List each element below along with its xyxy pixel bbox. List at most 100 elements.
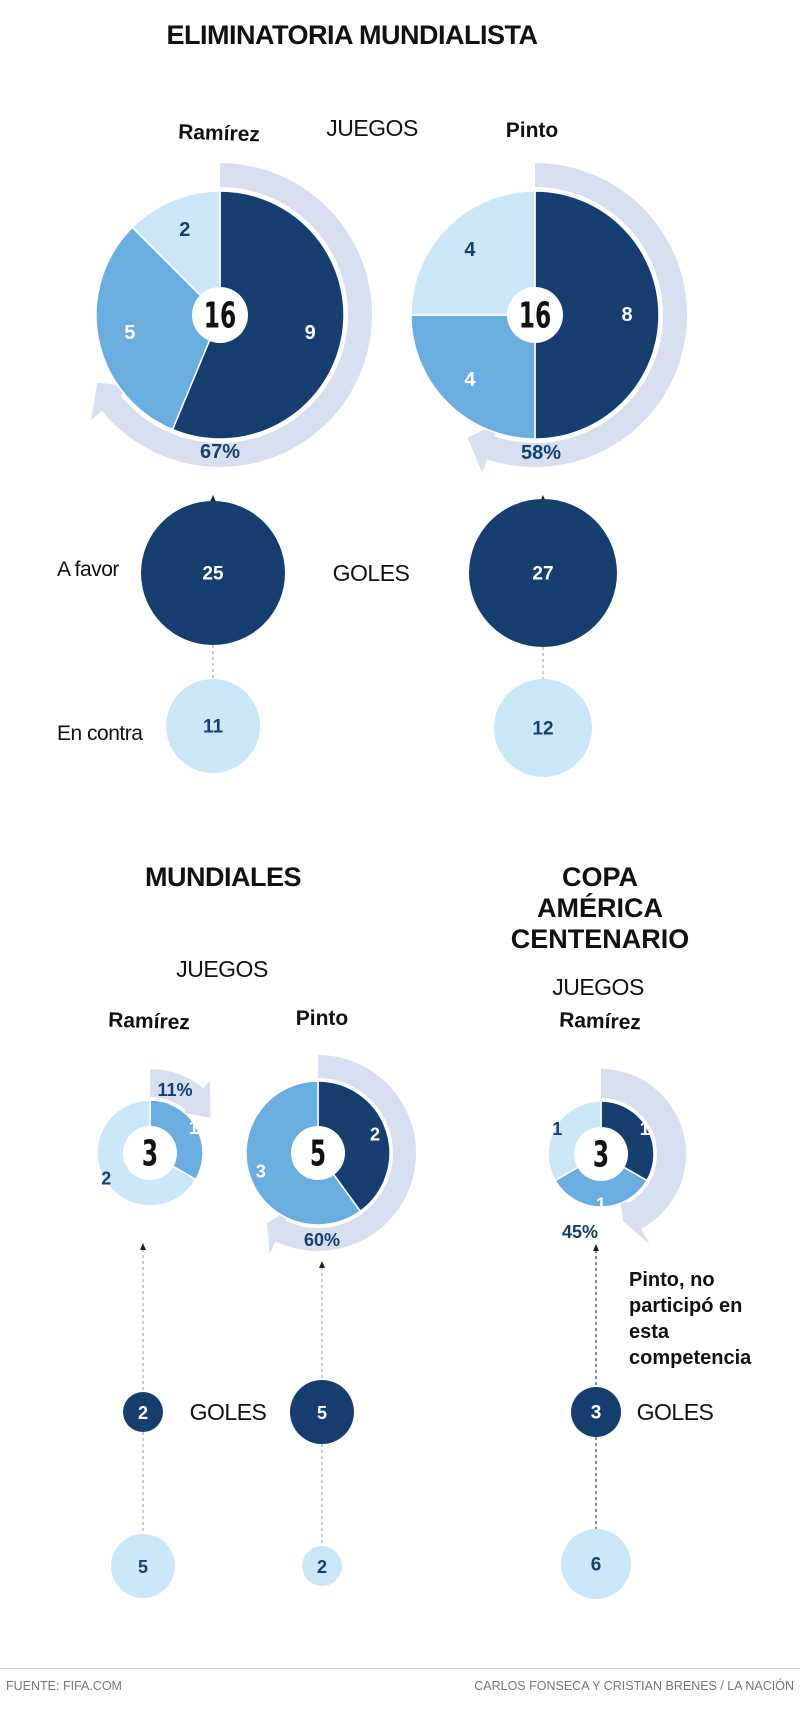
coach-name-pinto-mundiales: Pinto (295, 1007, 349, 1030)
section-title-copa: COPA AMÉRICA CENTENARIO (511, 862, 690, 955)
performance-pct-label: 11% (157, 1080, 192, 1100)
arrow-head-icon (619, 1187, 650, 1245)
coach-name-pinto-eliminatoria: Pinto (505, 119, 559, 142)
slice-label-empatados: 3 (256, 1162, 266, 1182)
performance-arc-band (275, 1055, 416, 1251)
pie-chart-copa-ramirez: 1 1 1 3 45% (547, 1069, 687, 1245)
total-games-label: 16 (519, 295, 551, 336)
arrow-head-icon (90, 382, 132, 420)
goals-label-copa: GOLES (636, 1399, 714, 1425)
performance-arc-band (150, 1069, 204, 1110)
arrow-up-icon (210, 495, 216, 502)
goals-for-value: 2 (138, 1403, 148, 1423)
section-title-eliminatoria: ELIMINATORIA MUNDIALISTA (166, 20, 538, 50)
performance-arc-band (102, 163, 372, 467)
goals-for-value: 3 (591, 1403, 602, 1424)
pie-slice-perdidos (131, 190, 221, 317)
goals-for-circle (290, 1380, 354, 1444)
goals-for-value: 25 (202, 564, 224, 585)
total-games-label: 3 (142, 1133, 158, 1174)
pie-slice-empatados (95, 226, 221, 431)
arrow-head-icon (183, 1080, 211, 1118)
performance-arc-mund-ramirez (150, 1069, 211, 1118)
goals-against-value: 12 (532, 719, 553, 740)
performance-arc-band (601, 1069, 687, 1229)
slice-label-perdidos: 2 (179, 219, 190, 241)
slice-label-perdidos: 1 (552, 1119, 562, 1139)
goals-against-value: 2 (317, 1557, 327, 1577)
slice-label-ganados: 8 (621, 304, 632, 326)
goals-for-value: 27 (532, 564, 553, 585)
goals-mund-pinto: 52 (290, 1261, 354, 1586)
total-games-label: 16 (204, 295, 236, 336)
games-label-copa: JUEGOS (552, 974, 644, 1000)
pie-slice-empatados (410, 314, 536, 440)
center-hole (507, 287, 563, 343)
slice-label-ganados: 9 (305, 322, 316, 344)
center-hole (291, 1126, 345, 1180)
goals-for-value: 5 (317, 1403, 327, 1423)
goals-elim-pinto: 27 12 (469, 495, 617, 777)
goals-against-value: 6 (591, 1555, 602, 1576)
pie-chart-mund-pinto: 2 3 5 60% (245, 1055, 416, 1254)
slice-label-empatados: 4 (464, 369, 476, 391)
coach-name-ramirez-mundiales: Ramírez (107, 1008, 191, 1035)
games-label-eliminatoria: JUEGOS (326, 115, 418, 141)
arrow-up-icon (319, 1261, 325, 1268)
pie-chart-elim-ramirez: 9 5 2 16 67% (90, 163, 372, 467)
pie-slice-ganados (534, 190, 660, 440)
goals-mund-ramirez: 25 (111, 1243, 175, 1598)
pie-slice-ganados (171, 190, 345, 440)
pie-slice-ganados (317, 1080, 391, 1213)
goals-label-eliminatoria: GOLES (332, 560, 410, 586)
copa-title-line-3: CENTENARIO (510, 924, 690, 954)
games-label-mundiales: JUEGOS (176, 956, 268, 982)
coach-name-ramirez-copa: Ramírez (558, 1008, 642, 1035)
slice-label-perdidos: 2 (101, 1168, 111, 1188)
goals-against-circle (302, 1546, 342, 1586)
arrow-up-icon (593, 1244, 599, 1251)
slice-label-ganados: 2 (370, 1124, 380, 1144)
goals-for-circle (571, 1387, 621, 1437)
total-games-label: 3 (593, 1134, 609, 1175)
center-hole (574, 1127, 628, 1181)
performance-arc-mund-pinto (267, 1055, 416, 1254)
section-title-mundiales: MUNDIALES (145, 862, 302, 892)
pie-chart-mund-ramirez: 1 2 3 11% (96, 1069, 211, 1207)
slice-label-empatados: 5 (124, 322, 135, 344)
copa-title-line-2: AMÉRICA (536, 893, 663, 923)
performance-pct-label: 60% (304, 1230, 340, 1250)
arrow-up-icon (140, 1243, 146, 1250)
goals-against-label: En contra (57, 722, 143, 745)
pinto-not-participated-note: Pinto, no participó en esta competencia (629, 1269, 752, 1369)
slice-label-perdidos: 4 (464, 239, 476, 261)
performance-pct-label: 45% (562, 1222, 598, 1242)
goals-label-mundiales: GOLES (189, 1399, 267, 1425)
goals-for-label: A favor (57, 558, 119, 581)
goals-elim-ramirez: 25 11 (141, 495, 285, 773)
footer-credit: CARLOS FONSECA Y CRISTIAN BRENES / LA NA… (474, 1679, 794, 1693)
goals-for-circle (123, 1392, 163, 1432)
performance-arc-copa-ramirez (601, 1069, 687, 1245)
performance-arc-elim-ramirez (90, 163, 372, 467)
goals-copa-ramirez: 36 (561, 1244, 631, 1599)
footer-source: FUENTE: FIFA.COM (6, 1679, 122, 1693)
goals-against-circle (166, 679, 260, 773)
performance-pct-label: 67% (200, 441, 240, 463)
coach-name-ramirez-eliminatoria: Ramírez (177, 120, 261, 147)
goals-against-value: 5 (138, 1557, 148, 1577)
center-hole (123, 1126, 177, 1180)
slice-label-empatados: 1 (596, 1195, 606, 1215)
pie-slice-perdidos (410, 190, 536, 316)
goals-against-circle (111, 1534, 175, 1598)
goals-against-circle (561, 1529, 631, 1599)
goals-against-value: 11 (203, 717, 224, 738)
center-hole (192, 287, 248, 343)
slice-label-empatados: 1 (189, 1118, 199, 1138)
total-games-label: 5 (310, 1133, 326, 1174)
goals-against-circle (494, 679, 592, 777)
performance-pct-label: 58% (521, 442, 561, 464)
pie-chart-elim-pinto: 8 4 4 16 58% (410, 163, 687, 473)
arrow-head-icon (267, 1208, 292, 1254)
